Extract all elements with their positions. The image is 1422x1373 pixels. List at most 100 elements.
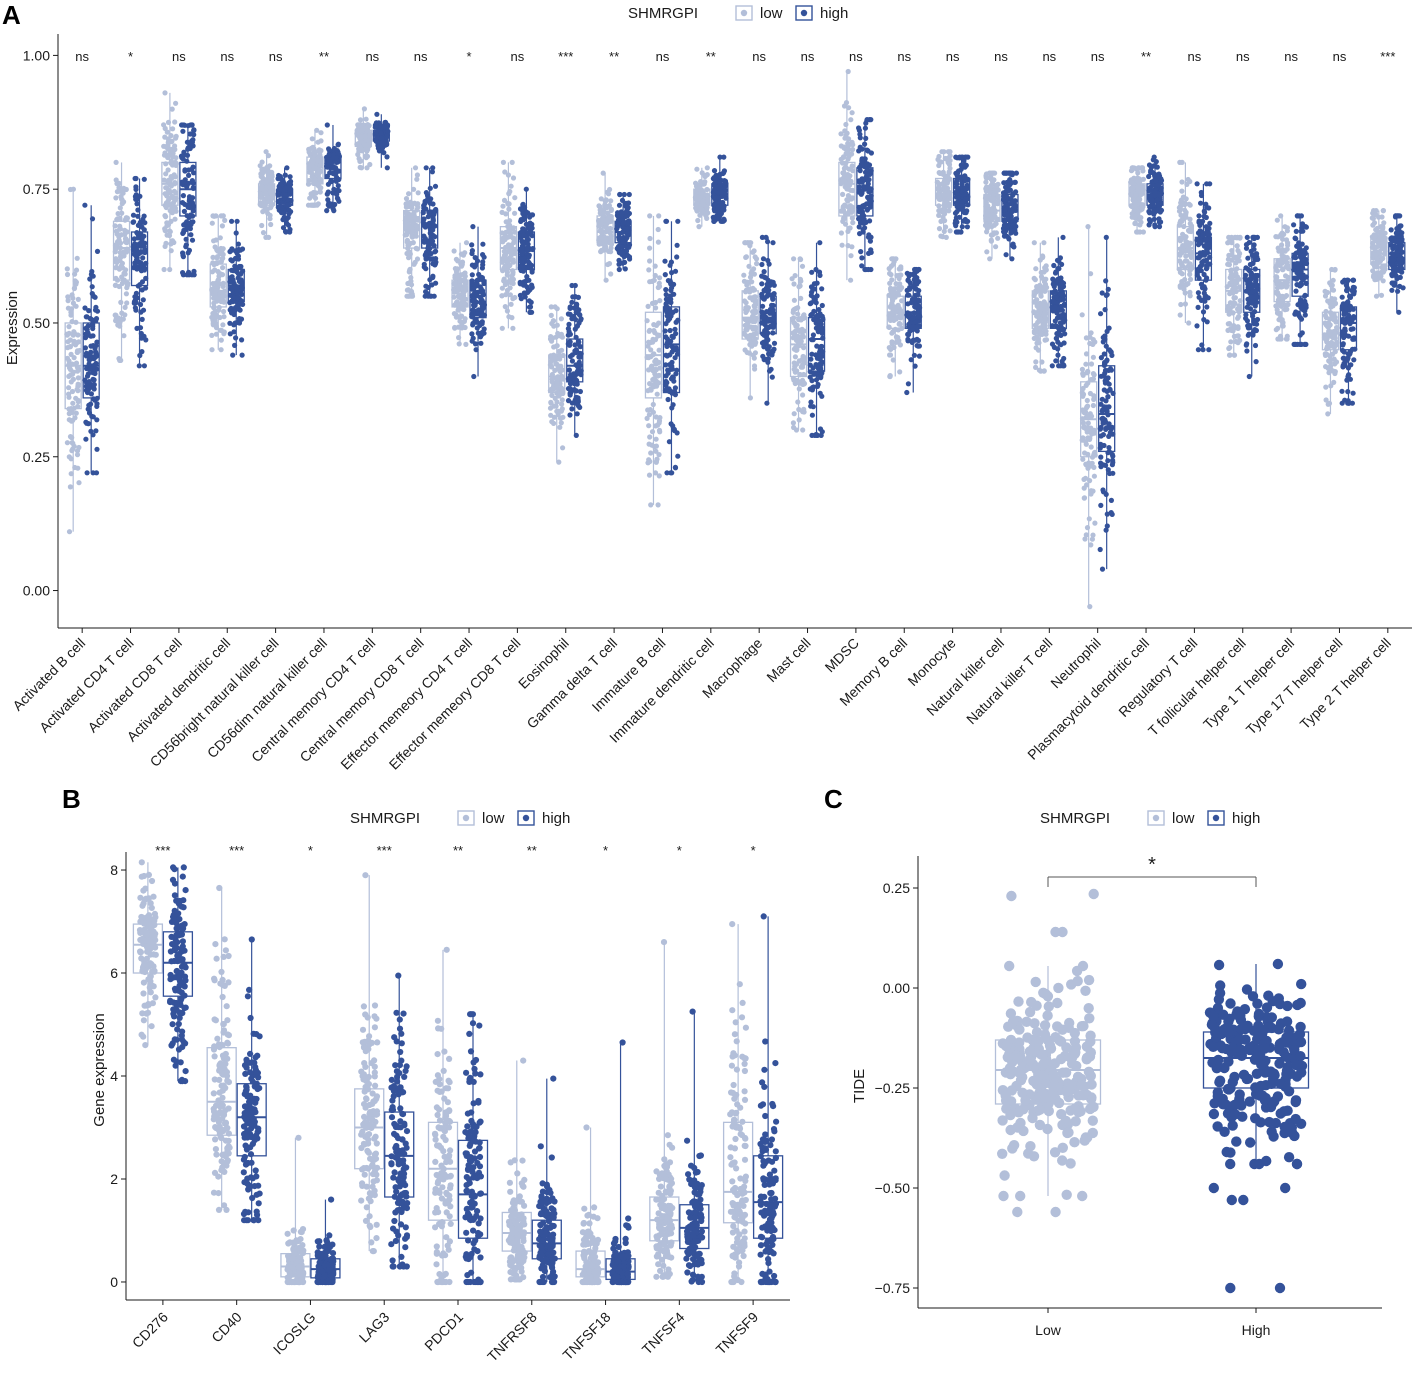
chart-a-low-point xyxy=(847,178,853,184)
chart-a-high-points xyxy=(178,122,197,278)
chart-a-high-point xyxy=(905,331,911,337)
chart-a-high-point xyxy=(138,330,144,337)
chart-a-high-point xyxy=(808,356,814,362)
chart-a-high-point xyxy=(132,241,138,247)
chart-a-low-point xyxy=(556,459,562,465)
chart-a-low-point xyxy=(77,347,83,354)
chart-a-low-point xyxy=(112,223,118,229)
chart-a-low-point xyxy=(653,448,659,454)
chart-a-low-point xyxy=(1031,275,1037,281)
chart-a-low-point xyxy=(173,100,179,106)
chart-a-high-points xyxy=(710,154,729,224)
chart-a-low-point xyxy=(847,203,854,209)
chart-a-low-point xyxy=(1043,302,1049,309)
chart-a-low-point xyxy=(215,296,221,302)
chart-a-high-point xyxy=(425,284,431,291)
chart-a-high-points xyxy=(904,266,923,396)
chart-a-low-point xyxy=(314,127,320,133)
chart-a-low-point xyxy=(119,197,125,203)
chart-a-low-point xyxy=(263,149,269,155)
chart-a-low-points xyxy=(451,240,470,347)
chart-a-high-point xyxy=(326,159,332,165)
chart-a-low-point xyxy=(220,265,226,271)
chart-a-high-point xyxy=(138,260,144,266)
chart-a-high-point xyxy=(664,470,670,476)
chart-a-low-point xyxy=(458,251,464,257)
chart-a-low-point xyxy=(76,444,82,451)
chart-a-legend-high-label: high xyxy=(820,5,848,22)
chart-a-low-point xyxy=(750,295,756,302)
chart-a-high-point xyxy=(864,117,870,123)
chart-a-high-point xyxy=(181,152,187,158)
chart-a-low-point xyxy=(269,201,275,207)
chart-a-high-point xyxy=(474,311,480,317)
chart-a-low-point xyxy=(257,163,263,169)
chart-a-low-point xyxy=(936,226,943,232)
chart-a-high-point xyxy=(669,390,675,396)
chart-a-low-point xyxy=(503,244,509,250)
chart-a-low-point xyxy=(71,285,77,292)
chart-a-high-point xyxy=(863,135,869,141)
chart-a-low-point xyxy=(839,242,845,248)
chart-a-low-point xyxy=(356,140,362,146)
chart-a-high-point xyxy=(233,335,239,341)
chart-a-low-point xyxy=(269,169,275,175)
chart-a-low-point xyxy=(1035,336,1041,342)
chart-a-high-point xyxy=(523,186,529,192)
chart-a-high-point xyxy=(960,203,966,209)
chart-a-high-point xyxy=(859,190,865,197)
chart-a-low-point xyxy=(983,200,989,206)
chart-a-high-point xyxy=(813,352,819,358)
chart-a-high-point xyxy=(384,154,390,160)
chart-a-low-point xyxy=(838,131,844,137)
chart-a-low-point xyxy=(462,324,468,331)
chart-a-low-point xyxy=(65,339,71,345)
chart-a-high-point xyxy=(141,213,147,219)
chart-a-low-point xyxy=(553,343,560,349)
chart-a-significance: ns xyxy=(269,49,283,64)
chart-a-high-point xyxy=(521,217,527,223)
chart-a-low-point xyxy=(1034,340,1040,346)
chart-a-low-point xyxy=(167,266,173,273)
chart-a-low-point xyxy=(849,151,855,157)
chart-a-low-point xyxy=(985,208,991,214)
chart-a-low-point xyxy=(608,271,614,277)
chart-a-low-point xyxy=(411,261,417,267)
chart-a-high-point xyxy=(808,399,814,405)
chart-a-low-point xyxy=(935,186,941,192)
chart-a-high-point xyxy=(428,238,434,244)
chart-a-low-point xyxy=(317,159,324,165)
chart-a-low-point xyxy=(896,275,902,282)
chart-a-high-point xyxy=(868,198,874,204)
chart-a-low-point xyxy=(993,244,999,250)
chart-a-high-point xyxy=(229,258,235,264)
chart-a-low-point xyxy=(455,287,461,293)
chart-a-low-point xyxy=(653,299,659,306)
chart-a-high-point xyxy=(768,366,774,372)
chart-a-high-points xyxy=(275,165,294,235)
chart-a-high-point xyxy=(524,274,530,280)
chart-a-low-point xyxy=(790,420,797,426)
chart-a-low-point xyxy=(504,272,510,278)
chart-a-low-point xyxy=(936,208,942,214)
chart-a-high-point xyxy=(573,432,579,438)
chart-a-high-point xyxy=(807,301,813,307)
chart-a-low-point xyxy=(992,214,998,220)
chart-a-low-point xyxy=(220,255,226,261)
chart-a-low-point xyxy=(556,352,563,358)
chart-a-low-point xyxy=(117,215,123,221)
chart-a-low-point xyxy=(407,199,414,205)
chart-a-high-point xyxy=(819,302,825,309)
chart-a-high-point xyxy=(189,272,195,278)
chart-a-low-point xyxy=(65,294,71,300)
chart-a-high-point xyxy=(712,196,719,203)
chart-a-high-point xyxy=(669,470,675,476)
chart-a-low-point xyxy=(653,436,659,442)
chart-a-high-point xyxy=(335,141,341,147)
chart-a-high-point xyxy=(423,266,429,272)
chart-a-low-point xyxy=(648,502,654,508)
chart-a-high-point xyxy=(1055,352,1061,358)
chart-a-high-point xyxy=(856,179,862,185)
chart-a-low-point xyxy=(656,452,662,458)
chart-a-low-point xyxy=(849,244,855,250)
